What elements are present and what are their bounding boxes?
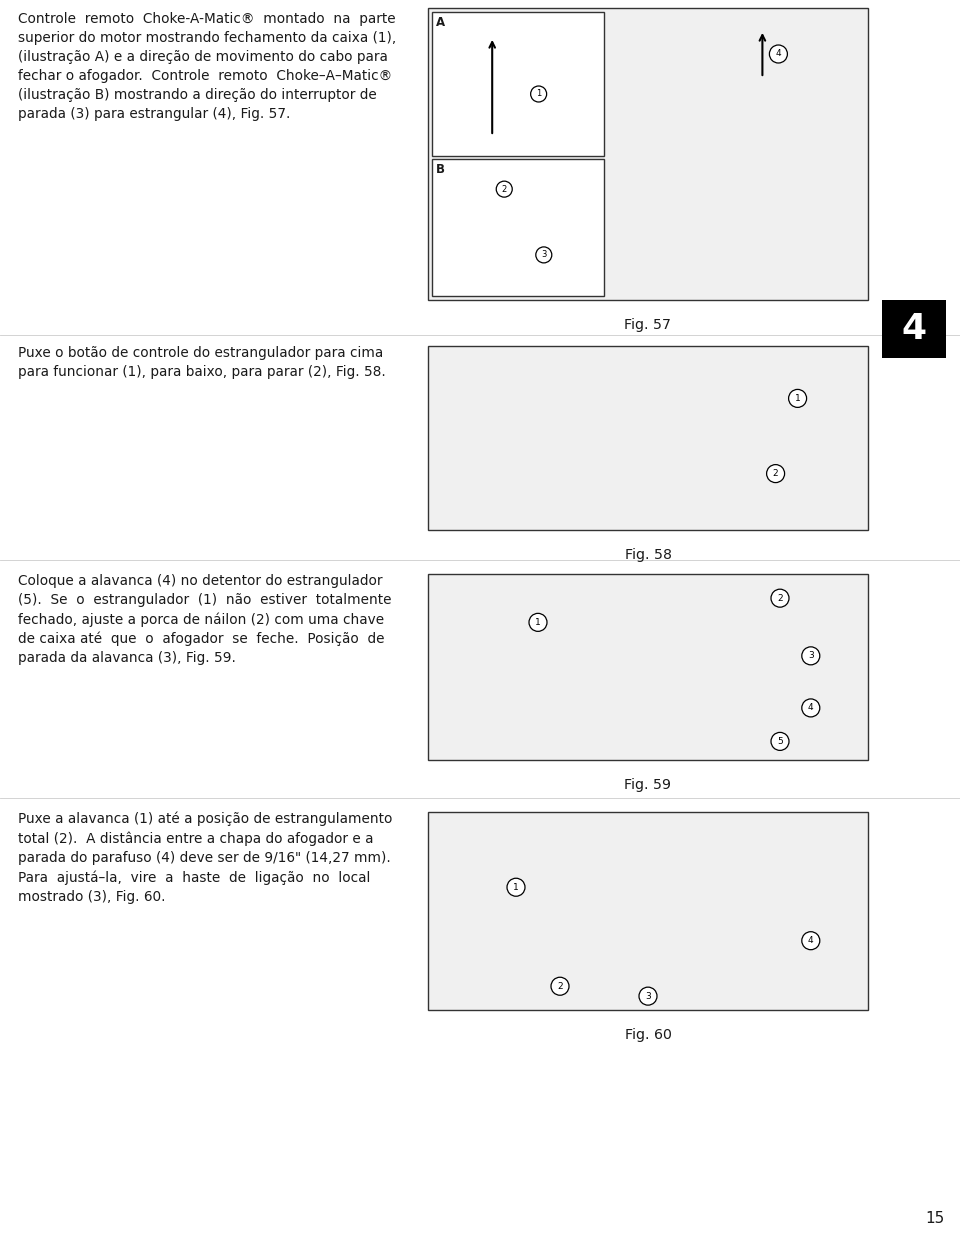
Text: 3: 3 [645, 992, 651, 1000]
Text: 1: 1 [795, 394, 801, 402]
Text: 2: 2 [557, 982, 563, 990]
Circle shape [802, 699, 820, 717]
Circle shape [639, 987, 657, 1005]
Text: Controle  remoto  Choke-A-Matic®  montado  na  parte
superior do motor mostrando: Controle remoto Choke-A-Matic® montado n… [18, 12, 396, 121]
Circle shape [802, 932, 820, 950]
Text: Fig. 57: Fig. 57 [625, 318, 671, 332]
Text: 1: 1 [514, 883, 518, 891]
Text: Puxe a alavanca (1) até a posição de estrangulamento
total (2).  A distância ent: Puxe a alavanca (1) até a posição de est… [18, 812, 393, 904]
Circle shape [529, 613, 547, 631]
Bar [432, 12, 604, 156]
Bar [882, 300, 946, 358]
Text: B: B [436, 163, 445, 176]
Text: 2: 2 [773, 469, 779, 478]
Text: Fig. 59: Fig. 59 [625, 777, 671, 792]
Text: 4: 4 [808, 936, 814, 945]
Text: 15: 15 [925, 1211, 945, 1226]
Text: 1: 1 [535, 618, 540, 626]
Bar [432, 158, 604, 296]
Circle shape [771, 589, 789, 607]
Text: 4: 4 [776, 50, 781, 58]
Text: 3: 3 [808, 651, 814, 660]
Text: 2: 2 [502, 184, 507, 193]
Bar [428, 574, 868, 760]
Circle shape [788, 390, 806, 407]
Circle shape [802, 646, 820, 665]
Circle shape [507, 878, 525, 896]
Text: Puxe o botão de controle do estrangulador para cima
para funcionar (1), para bai: Puxe o botão de controle do estrangulado… [18, 345, 386, 379]
Text: A: A [436, 16, 445, 28]
Text: Coloque a alavanca (4) no detentor do estrangulador
(5).  Se  o  estrangulador  : Coloque a alavanca (4) no detentor do es… [18, 574, 392, 665]
Text: 4: 4 [808, 703, 814, 712]
Circle shape [531, 85, 546, 102]
Circle shape [771, 733, 789, 750]
Circle shape [551, 977, 569, 995]
Text: 3: 3 [541, 250, 546, 260]
Circle shape [769, 45, 787, 63]
Circle shape [496, 181, 513, 197]
Circle shape [767, 464, 784, 483]
Bar [428, 7, 868, 300]
Text: 1: 1 [536, 89, 541, 99]
Bar [428, 345, 868, 530]
Text: Fig. 60: Fig. 60 [625, 1028, 671, 1042]
Bar [428, 812, 868, 1010]
Text: Fig. 58: Fig. 58 [625, 548, 671, 562]
Text: 5: 5 [778, 737, 782, 747]
Text: 2: 2 [778, 594, 782, 603]
Circle shape [536, 246, 552, 262]
Text: 4: 4 [901, 312, 926, 345]
